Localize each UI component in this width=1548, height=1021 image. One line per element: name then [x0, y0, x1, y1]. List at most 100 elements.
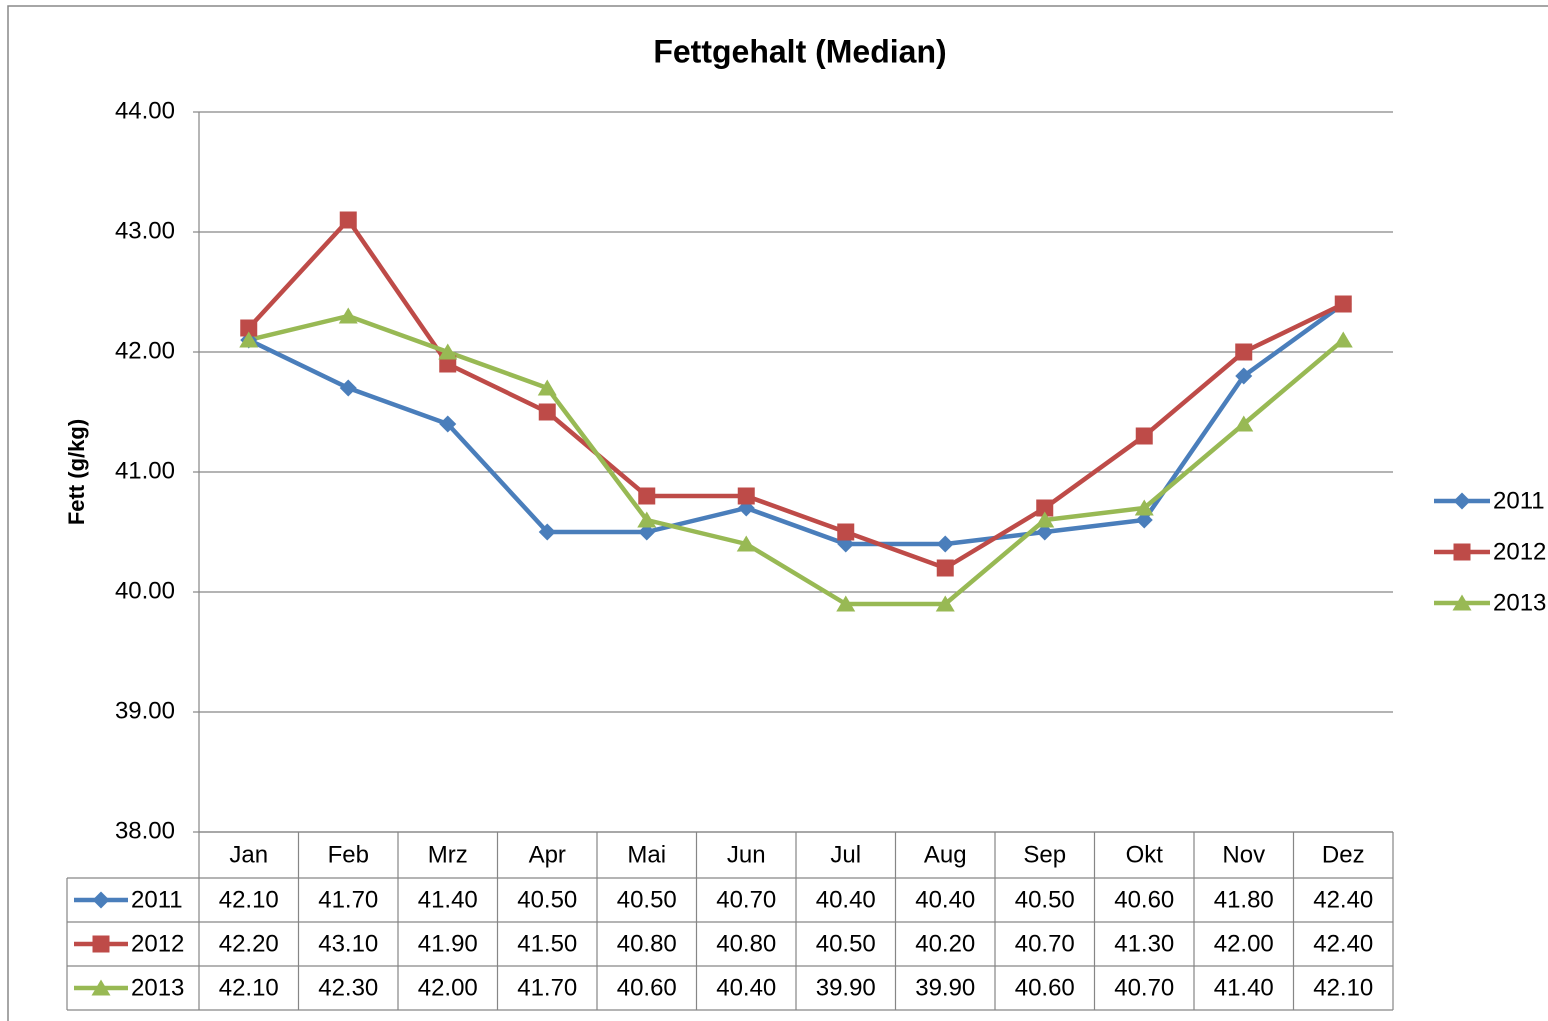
marker — [1134, 499, 1154, 516]
x-tick-label: Mai — [627, 841, 666, 868]
marker — [438, 343, 458, 360]
marker — [1452, 594, 1472, 611]
table-cell: 40.60 — [1114, 886, 1174, 913]
marker — [339, 379, 357, 397]
table-cell: 40.50 — [517, 886, 577, 913]
marker — [936, 535, 954, 553]
marker — [1235, 343, 1253, 361]
table-cell: 40.50 — [1015, 886, 1075, 913]
marker — [836, 595, 856, 612]
table-cell: 39.90 — [816, 974, 876, 1001]
x-tick-label: Feb — [328, 841, 369, 868]
chart-title: Fettgehalt (Median) — [653, 33, 946, 69]
marker — [1235, 367, 1253, 385]
table-cell: 42.00 — [418, 974, 478, 1001]
marker — [339, 211, 357, 229]
table-cell: 42.00 — [1214, 930, 1274, 957]
marker — [439, 355, 457, 373]
y-tick-label: 44.00 — [115, 97, 175, 124]
marker — [1453, 543, 1471, 561]
table-row-label: 2012 — [131, 930, 184, 957]
table-cell: 39.90 — [915, 974, 975, 1001]
table-cell: 42.40 — [1313, 930, 1373, 957]
table-cell: 40.70 — [1015, 930, 1075, 957]
marker — [538, 523, 556, 541]
y-axis-label: Fett (g/kg) — [64, 419, 89, 525]
marker — [936, 559, 954, 577]
table-cell: 40.20 — [915, 930, 975, 957]
marker — [1234, 415, 1254, 432]
marker — [638, 487, 656, 505]
table-row-label: 2013 — [131, 974, 184, 1001]
marker — [1333, 331, 1353, 348]
chart-border — [7, 5, 1548, 1021]
y-tick-label: 42.00 — [115, 337, 175, 364]
x-tick-label: Jan — [229, 841, 268, 868]
marker — [239, 331, 259, 348]
x-tick-label: Jun — [727, 841, 766, 868]
table-cell: 40.40 — [816, 886, 876, 913]
marker — [439, 415, 457, 433]
marker — [538, 403, 556, 421]
marker — [92, 935, 110, 953]
x-tick-label: Dez — [1322, 841, 1365, 868]
marker — [1135, 511, 1153, 529]
table-cell: 40.60 — [1015, 974, 1075, 1001]
table-cell: 40.40 — [915, 886, 975, 913]
marker — [837, 523, 855, 541]
y-tick-label: 40.00 — [115, 577, 175, 604]
table-cell: 40.80 — [716, 930, 776, 957]
marker — [1035, 511, 1055, 528]
marker — [638, 523, 656, 541]
x-tick-label: Nov — [1222, 841, 1265, 868]
x-tick-label: Mrz — [428, 841, 468, 868]
table-cell: 42.40 — [1313, 886, 1373, 913]
y-tick-label: 41.00 — [115, 457, 175, 484]
table-cell: 41.40 — [1214, 974, 1274, 1001]
marker — [935, 595, 955, 612]
table-cell: 41.90 — [418, 930, 478, 957]
table-cell: 41.50 — [517, 930, 577, 957]
marker — [637, 511, 657, 528]
marker — [736, 535, 756, 552]
table-cell: 41.80 — [1214, 886, 1274, 913]
table-cell: 41.70 — [318, 886, 378, 913]
table-cell: 43.10 — [318, 930, 378, 957]
marker — [1453, 492, 1471, 510]
table-cell: 40.50 — [816, 930, 876, 957]
y-tick-label: 43.00 — [115, 217, 175, 244]
marker — [240, 319, 258, 337]
legend-label: 2012 — [1493, 538, 1546, 565]
y-tick-label: 38.00 — [115, 817, 175, 844]
x-tick-label: Jul — [830, 841, 861, 868]
marker — [338, 307, 358, 324]
table-cell: 40.70 — [1114, 974, 1174, 1001]
marker — [92, 891, 110, 909]
x-tick-label: Apr — [529, 841, 566, 868]
table-cell: 41.40 — [418, 886, 478, 913]
table-cell: 42.20 — [219, 930, 279, 957]
marker — [737, 487, 755, 505]
table-row-label: 2011 — [131, 886, 183, 913]
table-cell: 41.70 — [517, 974, 577, 1001]
marker — [91, 979, 111, 996]
marker — [1334, 295, 1352, 313]
series-line — [247, 217, 1345, 571]
table-cell: 41.30 — [1114, 930, 1174, 957]
marker — [1135, 427, 1153, 445]
y-tick-label: 39.00 — [115, 697, 175, 724]
table-cell: 40.80 — [617, 930, 677, 957]
table-cell: 42.30 — [318, 974, 378, 1001]
legend-label: 2011 — [1493, 487, 1545, 514]
table-cell: 40.50 — [617, 886, 677, 913]
marker — [537, 379, 557, 396]
x-tick-label: Sep — [1023, 841, 1066, 868]
table-cell: 42.10 — [219, 974, 279, 1001]
series-line — [248, 313, 1345, 607]
marker — [1036, 499, 1054, 517]
marker — [1036, 523, 1054, 541]
legend-label: 2013 — [1493, 589, 1546, 616]
table-cell: 42.10 — [219, 886, 279, 913]
table-cell: 42.10 — [1313, 974, 1373, 1001]
